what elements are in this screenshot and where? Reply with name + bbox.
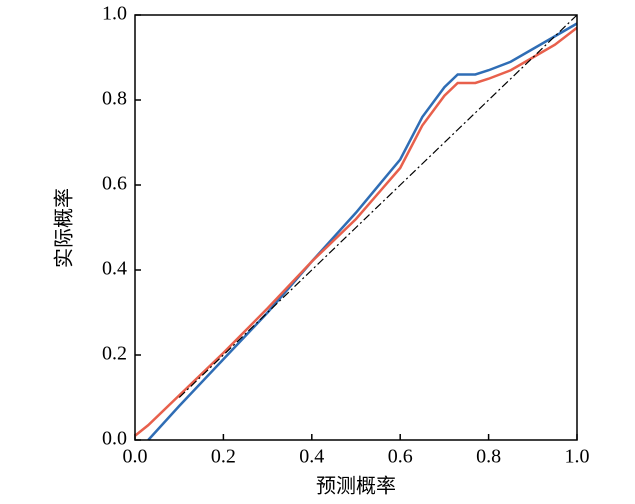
y-tick-label: 0.2 <box>102 343 127 365</box>
series-line <box>134 26 578 437</box>
y-tick-label: 0.8 <box>102 88 127 110</box>
x-tick-label: 0.8 <box>476 446 501 468</box>
y-tick-label: 0.6 <box>102 173 127 195</box>
x-tick-label: 1.0 <box>565 446 590 468</box>
x-axis-label: 预测概率 <box>316 475 396 498</box>
x-tick-label: 0.4 <box>299 446 324 468</box>
x-tick-label: 0.2 <box>211 446 236 468</box>
plot-frame <box>134 14 578 441</box>
y-axis-label: 实际概率 <box>53 188 76 268</box>
y-tick-label: 0.0 <box>102 428 127 450</box>
y-tick-label: 0.4 <box>102 258 127 280</box>
series-line <box>147 22 578 441</box>
x-tick-label: 0.6 <box>388 446 413 468</box>
series-line <box>178 14 578 398</box>
y-tick-label: 1.0 <box>102 3 127 25</box>
x-tick-label: 0.0 <box>123 446 148 468</box>
